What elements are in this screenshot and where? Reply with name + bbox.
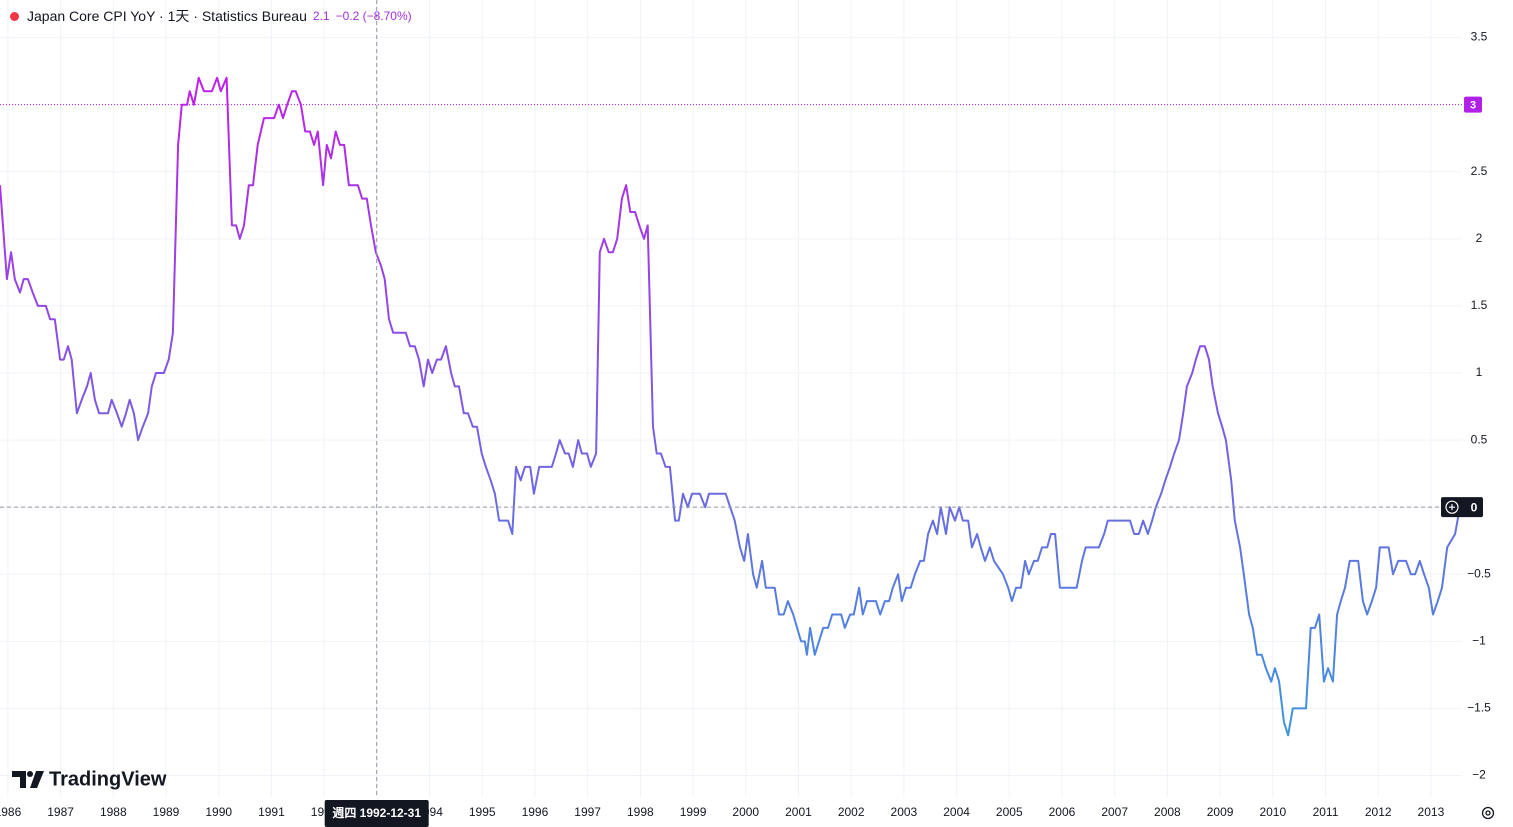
y-tick-label: 1 (1476, 365, 1483, 379)
brand-logo: TradingView (12, 768, 167, 790)
axes: −2 −1.5 −1 −0.5 0 0.5 1 1.5 2 2.5 3 3.5 1986 1987 1988… (0, 30, 1491, 827)
x-tick-label: 2011 (1313, 805, 1339, 819)
x-tick-label: 2003 (891, 805, 918, 819)
x-tick-label: 2000 (732, 805, 759, 819)
x-tick-label: 1997 (574, 805, 601, 819)
y-tick-label: −2 (1472, 768, 1486, 782)
series-dot (10, 11, 19, 21)
legend-value: 2.1 (312, 9, 330, 23)
settings-icon[interactable] (1481, 806, 1495, 820)
add-icon (1445, 500, 1459, 514)
x-tick-label: 2004 (943, 805, 970, 819)
crosshair-y-label: 0 (1471, 500, 1478, 514)
x-tick-label: 2010 (1259, 805, 1286, 819)
y-tick-label: 3.5 (1471, 30, 1488, 44)
series-line (0, 76, 1461, 737)
x-tick-label: 1999 (680, 805, 707, 819)
y-tick-label: −1.5 (1467, 701, 1491, 715)
legend-change: −0.2 (−8.70%) (335, 9, 412, 23)
x-tick-label: 1998 (627, 805, 654, 819)
x-tick-label: 2013 (1418, 805, 1445, 819)
grid (0, 0, 1462, 797)
price-badge-label: 3 (1470, 100, 1476, 112)
crosshair-x-label: 週四 1992-12-31 (332, 805, 421, 820)
x-tick-label: 2006 (1049, 805, 1076, 819)
y-tick-label: 0.5 (1471, 432, 1488, 446)
y-tick-label: −0.5 (1467, 566, 1491, 580)
x-tick-label: 1995 (469, 805, 496, 819)
x-tick-label: 1989 (153, 805, 180, 819)
legend-header: Japan Core CPI YoY · 1天 · Statistics Bur… (10, 6, 412, 26)
x-tick-label: 1990 (205, 805, 232, 819)
x-tick-label: 2007 (1101, 805, 1128, 819)
x-tick-label: 1987 (47, 805, 74, 819)
brand-name: TradingView (49, 768, 167, 790)
y-tick-label: 1.5 (1471, 298, 1488, 312)
y-tick-label: 2 (1476, 231, 1483, 245)
crosshair-y-badge (1441, 497, 1483, 518)
chart-title: Japan Core CPI YoY · 1天 · Statistics Bur… (27, 8, 307, 24)
x-tick-label: 1996 (522, 805, 549, 819)
x-tick-label: 2008 (1154, 805, 1181, 819)
x-tick-label: 2009 (1207, 805, 1234, 819)
add-icon-cross (1449, 504, 1455, 511)
x-tick-label: 1986 (0, 805, 22, 819)
x-tick-label: 2005 (996, 805, 1023, 819)
x-tick-label: 2001 (785, 805, 812, 819)
x-tick-label: 2002 (838, 805, 865, 819)
price-badge (1464, 96, 1482, 113)
x-tick-label: 1991 (258, 805, 285, 819)
x-tick-label: 1988 (100, 805, 127, 819)
y-tick-label: 2.5 (1471, 164, 1488, 178)
y-tick-label: −1 (1472, 634, 1486, 648)
plot-area (0, 0, 1462, 797)
x-tick-label: 2012 (1365, 805, 1392, 819)
crosshair-x-badge (324, 800, 429, 827)
